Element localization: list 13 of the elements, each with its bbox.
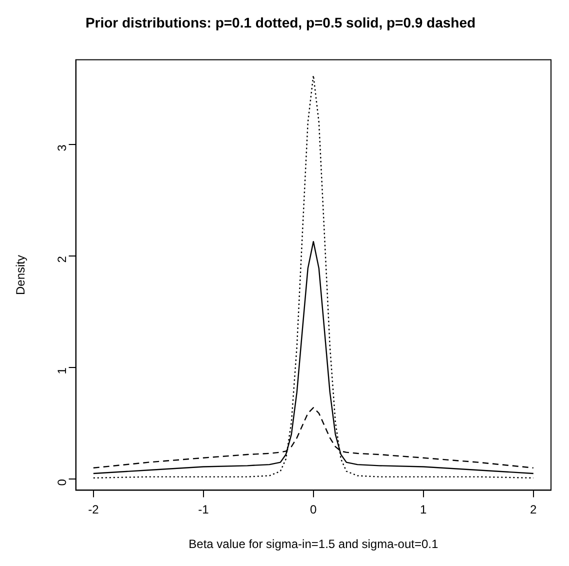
y-tick-label: 3 xyxy=(55,144,70,152)
line-series xyxy=(92,74,534,479)
x-tick-label: 0 xyxy=(310,502,318,517)
x-tick-label: -1 xyxy=(198,502,210,517)
y-tick-label: 2 xyxy=(55,256,70,263)
x-axis-title: Beta value for sigma-in=1.5 and sigma-out=0.1 xyxy=(188,537,438,552)
y-axis-title: Density xyxy=(14,254,28,296)
y-tick-label: 0 xyxy=(55,478,70,486)
chart-title: Prior distributions: p=0.1 dotted, p=0.5 solid, p=0.9 dashed xyxy=(85,14,476,30)
x-tick-label: 2 xyxy=(530,502,538,517)
x-tick-label: -2 xyxy=(88,502,100,517)
x-tick-label: 1 xyxy=(420,502,428,517)
y-tick-label: 1 xyxy=(55,367,70,374)
